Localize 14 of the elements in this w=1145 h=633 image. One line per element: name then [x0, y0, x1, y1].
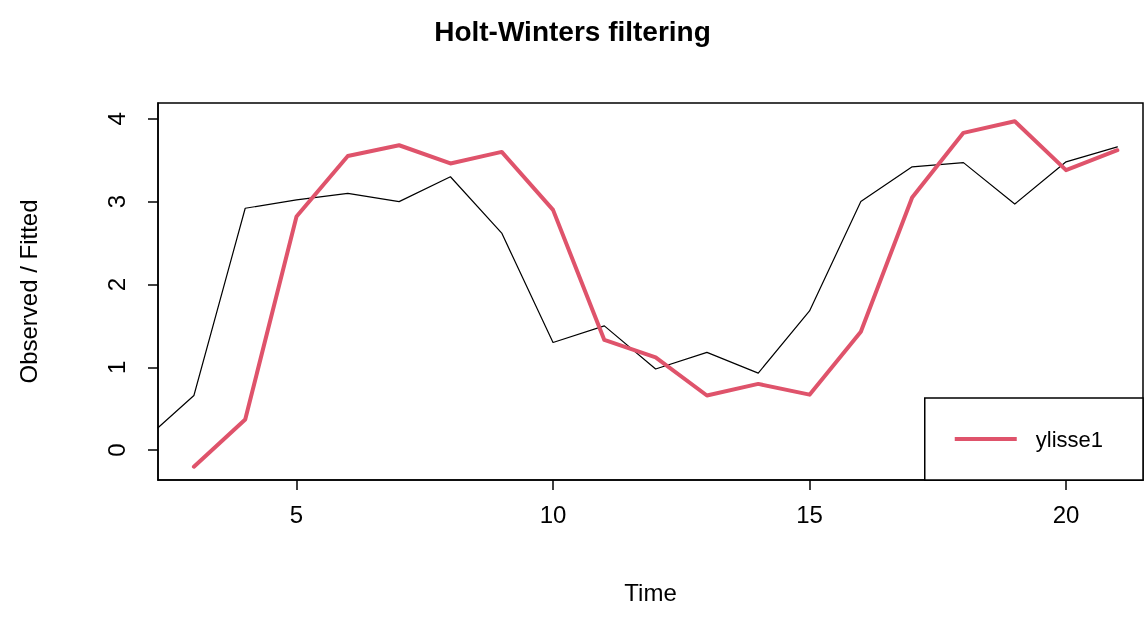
x-tick-label: 15: [796, 500, 823, 528]
y-tick-label: 1: [102, 360, 130, 374]
x-axis-title: Time: [624, 578, 677, 606]
x-tick-label: 10: [539, 500, 567, 528]
y-tick-label: 4: [102, 112, 130, 126]
y-tick-label: 3: [102, 194, 130, 209]
y-axis-title: Observed / Fitted: [14, 199, 42, 384]
legend-label: ylisse1: [1035, 426, 1103, 452]
x-tick-label: 20: [1052, 500, 1080, 528]
y-tick-label: 2: [102, 277, 130, 292]
y-tick-label: 0: [102, 443, 130, 457]
chart-title: Holt-Winters filtering: [434, 15, 711, 47]
line-series: [191, 119, 1120, 469]
x-tick-label: 5: [289, 500, 304, 528]
